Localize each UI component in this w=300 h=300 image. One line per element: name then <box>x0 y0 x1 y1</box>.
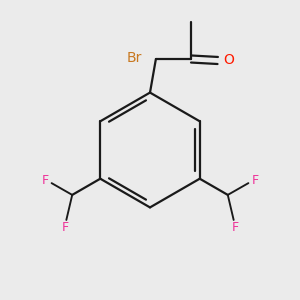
Text: F: F <box>61 221 68 234</box>
Text: F: F <box>42 174 49 187</box>
Text: F: F <box>232 221 239 234</box>
Text: Br: Br <box>127 51 142 65</box>
Text: F: F <box>251 174 258 187</box>
Text: O: O <box>224 53 234 68</box>
